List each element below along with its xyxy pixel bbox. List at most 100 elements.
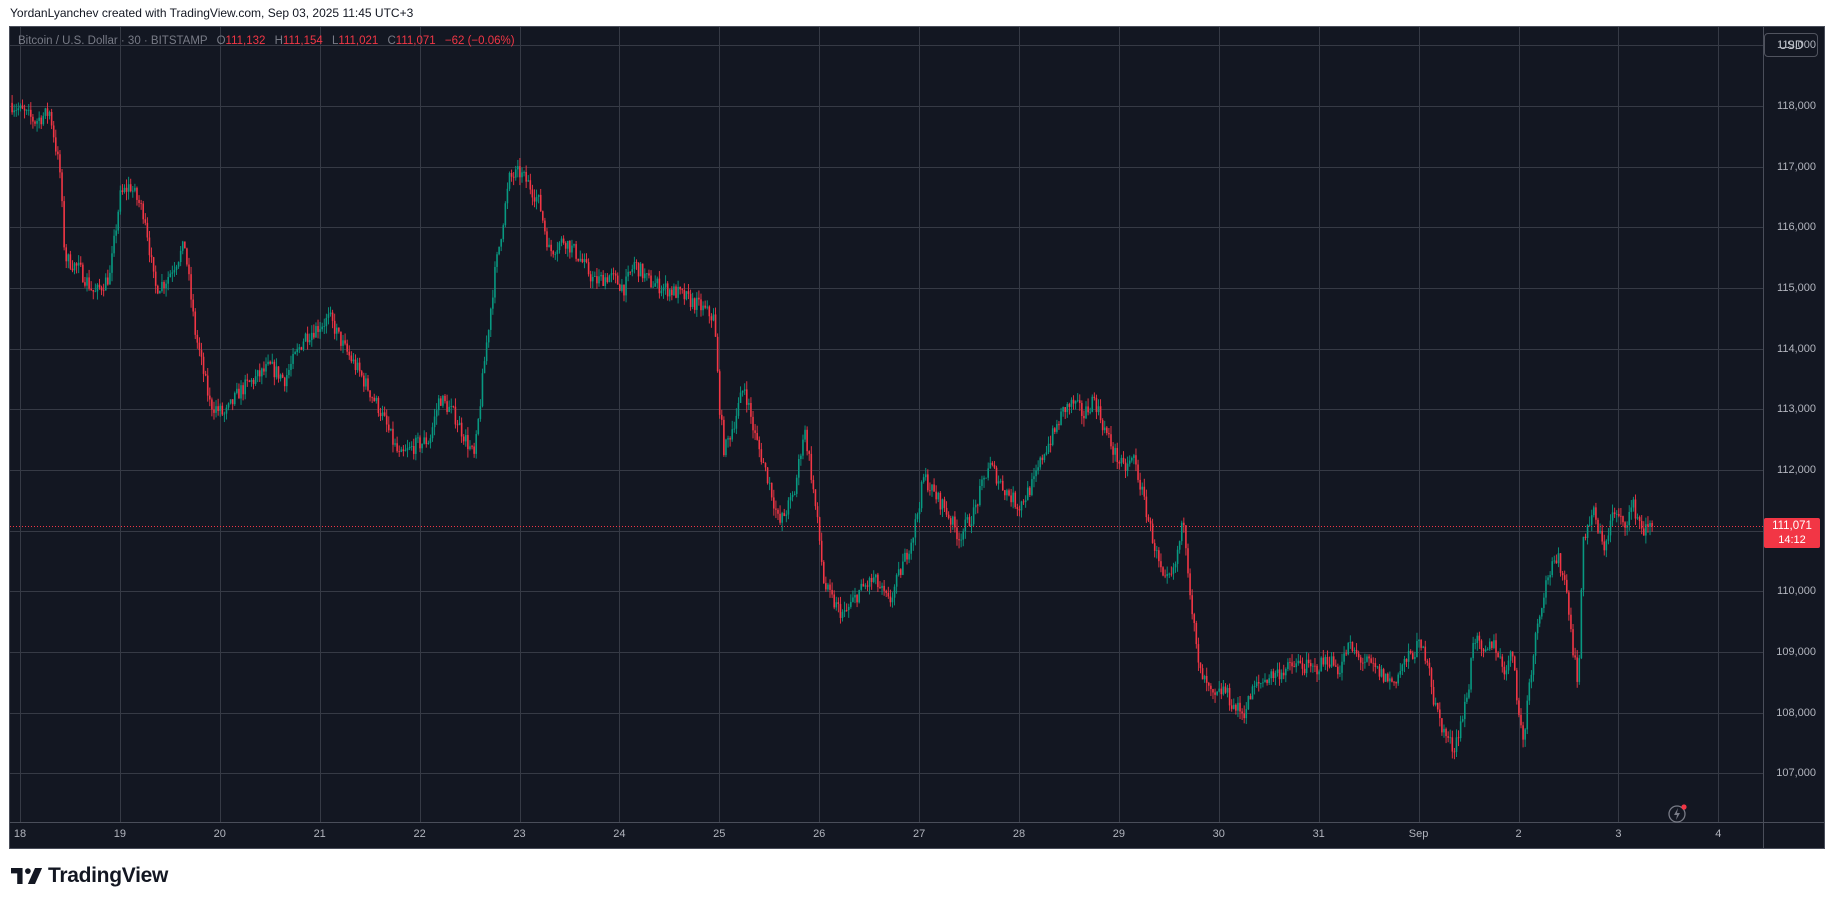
candle bbox=[623, 284, 625, 302]
candle bbox=[573, 243, 575, 248]
chart-credit: YordanLyanchev created with TradingView.… bbox=[10, 6, 414, 20]
candle bbox=[902, 553, 904, 576]
candle bbox=[1459, 715, 1462, 742]
candle bbox=[1499, 648, 1501, 659]
candle bbox=[1364, 653, 1366, 669]
legend-high-label: H bbox=[274, 35, 283, 47]
currency-button[interactable]: USD bbox=[1764, 33, 1818, 57]
candle bbox=[841, 609, 844, 622]
candle bbox=[614, 270, 617, 284]
candle bbox=[1482, 647, 1485, 658]
candle bbox=[261, 367, 263, 385]
candle bbox=[914, 513, 917, 546]
candle bbox=[764, 462, 767, 472]
candle bbox=[745, 381, 748, 413]
candle bbox=[146, 217, 149, 242]
candle bbox=[267, 354, 269, 366]
candle bbox=[1295, 658, 1298, 673]
candle bbox=[1503, 661, 1506, 680]
candle bbox=[1420, 639, 1422, 651]
candle bbox=[729, 436, 731, 447]
candle bbox=[558, 241, 561, 254]
candle bbox=[1016, 503, 1019, 517]
candle bbox=[344, 333, 346, 346]
candle bbox=[654, 275, 656, 287]
candle bbox=[795, 474, 798, 498]
chart-canvas[interactable] bbox=[10, 27, 1824, 848]
candle bbox=[82, 262, 84, 283]
candle bbox=[1351, 641, 1354, 653]
candle bbox=[1220, 683, 1223, 700]
candle bbox=[79, 256, 82, 268]
candle bbox=[1101, 418, 1104, 436]
candle bbox=[1645, 517, 1647, 544]
candle bbox=[546, 227, 548, 251]
candle bbox=[556, 241, 559, 262]
candle bbox=[473, 442, 475, 458]
bar-countdown: 14:12 bbox=[1778, 534, 1806, 547]
candle bbox=[820, 532, 823, 566]
candle bbox=[61, 169, 63, 208]
candle bbox=[383, 406, 386, 417]
candle bbox=[1536, 618, 1539, 640]
candle bbox=[1183, 517, 1185, 533]
candle bbox=[444, 393, 446, 404]
candle bbox=[1095, 394, 1098, 420]
price-tick-label: 117,000 bbox=[1777, 160, 1816, 173]
candle bbox=[895, 573, 898, 594]
candle bbox=[1029, 486, 1031, 498]
legend-close-label: C bbox=[387, 35, 396, 47]
candle bbox=[550, 239, 552, 257]
candle bbox=[1339, 665, 1341, 678]
candle bbox=[1574, 647, 1576, 660]
candle bbox=[1584, 533, 1587, 541]
candle bbox=[485, 335, 488, 365]
candle bbox=[240, 380, 242, 405]
candle bbox=[752, 411, 754, 439]
candle bbox=[400, 446, 403, 453]
candle bbox=[1334, 659, 1337, 667]
legend-low-label: L bbox=[332, 35, 339, 47]
candle bbox=[600, 271, 602, 281]
candle bbox=[510, 169, 513, 182]
time-tick-label: 2 bbox=[1515, 828, 1522, 840]
candle bbox=[937, 491, 940, 503]
candle bbox=[731, 420, 734, 442]
candle bbox=[1576, 650, 1578, 688]
candle bbox=[583, 253, 586, 269]
candle bbox=[132, 185, 134, 198]
candle bbox=[1060, 407, 1062, 426]
candle bbox=[562, 235, 565, 245]
candle bbox=[1241, 708, 1243, 720]
candle bbox=[1538, 614, 1541, 628]
candle bbox=[1524, 728, 1526, 747]
candle bbox=[1078, 394, 1081, 411]
candle bbox=[825, 576, 827, 592]
candle bbox=[11, 95, 13, 115]
candle bbox=[294, 350, 296, 355]
candle bbox=[881, 582, 883, 595]
chart-panel[interactable]: Bitcoin / U.S. Dollar · 30 · BITSTAMP O1… bbox=[9, 26, 1825, 849]
candle bbox=[181, 240, 184, 255]
lightning-icon[interactable] bbox=[1666, 803, 1688, 825]
candle bbox=[1006, 488, 1008, 501]
candle bbox=[1374, 657, 1377, 674]
candle bbox=[679, 286, 681, 295]
candle bbox=[1089, 407, 1091, 415]
candle bbox=[1270, 669, 1273, 685]
candle bbox=[1507, 655, 1510, 675]
candle bbox=[1530, 670, 1533, 689]
candle bbox=[621, 278, 623, 293]
candle bbox=[223, 411, 226, 423]
candle bbox=[596, 268, 598, 290]
candle bbox=[920, 480, 923, 513]
legend-close-value: 111,071 bbox=[395, 35, 436, 47]
candle bbox=[1230, 699, 1233, 712]
candle bbox=[1212, 688, 1214, 700]
candle bbox=[1430, 667, 1433, 695]
candle bbox=[1426, 658, 1429, 666]
candle bbox=[983, 475, 985, 488]
candle bbox=[1366, 654, 1368, 663]
candle bbox=[862, 578, 865, 587]
candle bbox=[1405, 658, 1408, 668]
